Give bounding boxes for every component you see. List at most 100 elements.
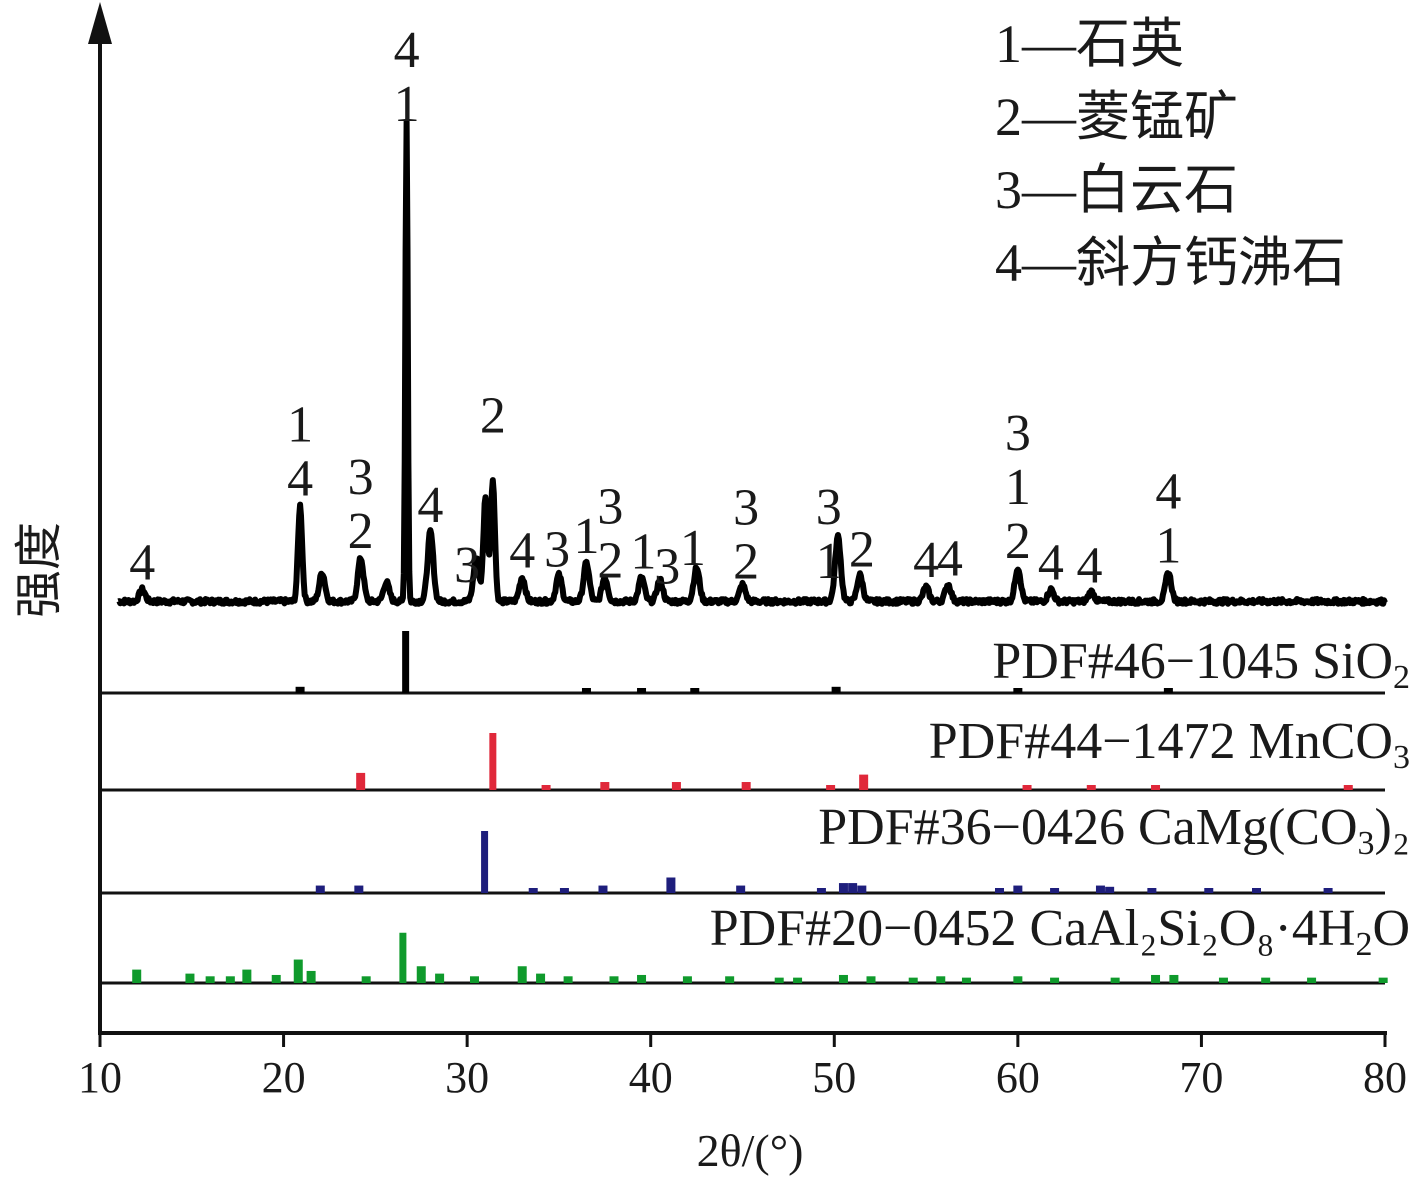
reference-peak (517, 966, 527, 983)
peak-label: 4 (129, 534, 155, 591)
x-ticks: 10 20 30 40 50 60 70 80 (78, 1033, 1407, 1102)
reference-peak (1163, 688, 1173, 693)
peak-label: 32 (597, 479, 623, 590)
x-tick-label: 70 (1179, 1053, 1223, 1102)
reference-peak (859, 774, 869, 790)
peak-label-text: 3 (733, 479, 759, 536)
reference-peak (838, 974, 848, 983)
peak-label-text: 4 (1155, 464, 1181, 521)
peak-label-text: 1 (630, 524, 656, 581)
reference-peak (271, 974, 281, 983)
peak-label-text: 4 (129, 534, 155, 591)
peak-label-text: 3 (1005, 405, 1031, 462)
reference-pattern: PDF#44−1472 MnCO3 (356, 713, 1410, 790)
peak-label-text: 3 (597, 479, 623, 536)
reference-pattern: PDF#46−1045 SiO2 (295, 631, 1410, 696)
reference-peak (1105, 886, 1115, 893)
reference-peak (1147, 888, 1157, 893)
reference-peak (1218, 977, 1228, 983)
peak-label-text: 1 (394, 76, 420, 133)
legend: 1—石英 2—菱锰矿 3—白云石 4—斜方钙沸石 (995, 14, 1346, 293)
x-tick-label: 50 (812, 1053, 856, 1102)
reference-peak (416, 966, 426, 983)
reference-peak (816, 888, 826, 893)
reference-peak (541, 785, 551, 790)
axes (88, 2, 1387, 1035)
reference-peak (1110, 977, 1120, 983)
reference-peak (866, 976, 876, 983)
peak-label: 3 (544, 522, 570, 579)
reference-pattern: PDF#36−0426 CaMg(CO3)₂ (315, 799, 1410, 893)
reference-peak (559, 888, 569, 893)
reference-peak (1252, 888, 1261, 893)
reference-peak (489, 733, 497, 790)
reference-peak (315, 885, 325, 893)
peak-label-text: 1 (680, 520, 706, 577)
reference-peak (1013, 688, 1023, 693)
peak-label-text: 2 (849, 522, 875, 579)
peak-label: 32 (348, 449, 374, 560)
reference-peak (1307, 977, 1317, 983)
x-tick-label: 60 (996, 1053, 1040, 1102)
reference-peak (637, 974, 647, 983)
reference-peak (736, 885, 746, 893)
peak-label-text: 4 (287, 450, 313, 507)
reference-peak (528, 888, 538, 893)
reference-peak (1013, 976, 1023, 983)
reference-peak (1022, 785, 1032, 790)
reference-peak (1261, 977, 1271, 983)
x-axis-label: 2θ/(°) (697, 1125, 804, 1176)
reference-peak (1050, 888, 1060, 893)
peak-label: 1 (630, 524, 656, 581)
reference-peak (671, 782, 681, 790)
x-tick-label: 40 (629, 1053, 673, 1102)
reference-peak (402, 631, 410, 693)
reference-peak (666, 877, 676, 893)
reference-peak (908, 977, 918, 983)
reference-peak (774, 977, 784, 983)
reference-peak (361, 976, 371, 983)
peak-label-text: 4 (1038, 534, 1064, 591)
reference-peak (838, 883, 848, 893)
peak-label-text: 4 (913, 532, 939, 589)
reference-peak (1204, 888, 1214, 893)
legend-item: 2—菱锰矿 (995, 87, 1238, 147)
reference-peak (1323, 888, 1333, 893)
peak-label: 41 (394, 22, 420, 133)
reference-peak (1095, 885, 1105, 893)
reference-peak (682, 976, 692, 983)
reference-peak (725, 976, 735, 983)
peak-label: 3 (454, 537, 480, 594)
peak-label: 32 (733, 479, 759, 590)
peak-label: 2 (849, 522, 875, 579)
peak-label-text: 4 (509, 522, 535, 579)
reference-peak (1086, 785, 1096, 790)
peak-label-text: 1 (1155, 518, 1181, 575)
peak-label-text: 2 (597, 533, 623, 590)
peak-label-text: 3 (544, 522, 570, 579)
reference-peak (306, 970, 316, 983)
sample-pattern (116, 118, 1388, 607)
peak-label-text: 4 (937, 531, 963, 588)
x-tick-label: 10 (78, 1053, 122, 1102)
reference-peak (936, 976, 946, 983)
reference-peak (690, 688, 700, 693)
legend-item: 1—石英 (995, 14, 1184, 74)
peak-label-text: 2 (480, 387, 506, 444)
reference-peak (857, 885, 867, 893)
peak-label: 4 (1076, 537, 1102, 594)
reference-peak (225, 976, 235, 983)
reference-peak (354, 885, 364, 893)
peak-label: 4 (937, 531, 963, 588)
peak-label-text: 1 (573, 508, 599, 565)
reference-peak (1151, 974, 1161, 983)
peak-label-text: 4 (417, 477, 443, 534)
reference-peak (961, 977, 971, 983)
legend-item: 3—白云石 (995, 160, 1238, 220)
reference-peak (536, 973, 546, 983)
peak-label: 31 (816, 479, 842, 590)
peak-label: 312 (1005, 405, 1031, 570)
peak-label: 1 (573, 508, 599, 565)
